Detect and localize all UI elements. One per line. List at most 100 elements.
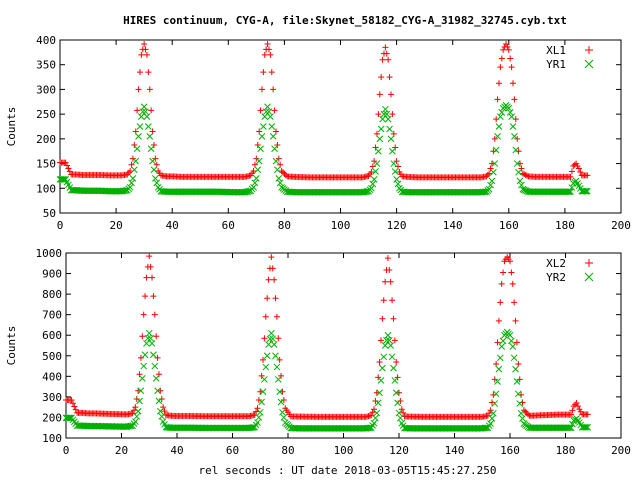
data-point bbox=[483, 173, 490, 180]
data-point bbox=[143, 113, 151, 120]
data-point bbox=[278, 167, 285, 174]
data-point bbox=[264, 295, 271, 302]
y-tick-label: 100 bbox=[36, 182, 56, 195]
data-point bbox=[517, 160, 524, 167]
data-point bbox=[136, 69, 143, 76]
data-point bbox=[484, 171, 491, 178]
data-point bbox=[136, 397, 143, 405]
data-point bbox=[517, 409, 525, 417]
data-point bbox=[263, 352, 271, 360]
y-tick-label: 600 bbox=[42, 329, 62, 342]
data-point bbox=[509, 123, 517, 130]
data-point bbox=[154, 387, 161, 395]
data-point bbox=[391, 337, 398, 344]
y-tick-label: 800 bbox=[42, 288, 62, 301]
data-point bbox=[387, 342, 395, 349]
data-point bbox=[146, 86, 153, 93]
data-point bbox=[382, 105, 389, 113]
data-point bbox=[390, 364, 397, 372]
data-point bbox=[397, 414, 404, 422]
x-tick-label: 120 bbox=[389, 444, 409, 457]
y-tick-label: 150 bbox=[36, 158, 56, 171]
data-point bbox=[373, 160, 381, 167]
data-point bbox=[130, 166, 138, 174]
data-point bbox=[516, 400, 524, 407]
data-point bbox=[513, 339, 520, 346]
data-point bbox=[279, 169, 286, 176]
data-point bbox=[250, 167, 257, 174]
data-point bbox=[275, 335, 282, 342]
data-point bbox=[385, 337, 393, 344]
data-point bbox=[508, 337, 515, 345]
data-point bbox=[158, 413, 166, 420]
data-point bbox=[509, 280, 516, 287]
x-tick-label: 20 bbox=[109, 219, 122, 232]
data-point bbox=[255, 414, 263, 421]
data-point bbox=[137, 354, 144, 361]
data-point bbox=[268, 69, 275, 76]
data-point bbox=[131, 142, 138, 149]
data-point bbox=[281, 170, 288, 177]
data-point bbox=[398, 406, 405, 413]
x-axis-label: rel seconds : UT date 2018-03-05T15:45:2… bbox=[198, 464, 496, 477]
data-point bbox=[486, 170, 493, 177]
legend-label: YR1 bbox=[546, 58, 566, 71]
data-point bbox=[494, 378, 501, 385]
data-point bbox=[129, 410, 136, 417]
data-point bbox=[269, 335, 277, 343]
data-point bbox=[136, 123, 144, 130]
data-point bbox=[511, 299, 518, 306]
data-point bbox=[253, 408, 260, 415]
data-point bbox=[505, 46, 512, 53]
data-point bbox=[511, 133, 518, 140]
data-point bbox=[269, 133, 277, 140]
data-point bbox=[148, 107, 155, 114]
data-point bbox=[254, 166, 262, 174]
data-point bbox=[487, 181, 494, 189]
data-point bbox=[378, 364, 386, 372]
data-point bbox=[518, 165, 525, 172]
data-point bbox=[257, 107, 264, 114]
data-point bbox=[388, 353, 396, 361]
data-point bbox=[130, 407, 137, 414]
y-axis-label: Counts bbox=[5, 107, 18, 147]
data-point bbox=[376, 389, 383, 397]
data-point bbox=[142, 108, 149, 116]
data-point bbox=[511, 96, 518, 103]
y-tick-label: 300 bbox=[42, 391, 62, 404]
data-point bbox=[258, 133, 266, 140]
data-point bbox=[143, 51, 150, 58]
data-point bbox=[267, 51, 274, 58]
data-point bbox=[150, 142, 157, 149]
data-point bbox=[393, 176, 400, 183]
data-point bbox=[492, 146, 500, 154]
data-point bbox=[516, 376, 523, 383]
data-point bbox=[512, 365, 519, 373]
series-YR2 bbox=[62, 328, 592, 432]
data-point bbox=[72, 406, 79, 413]
data-point bbox=[485, 185, 493, 193]
data-point bbox=[518, 181, 525, 189]
data-point bbox=[495, 317, 502, 324]
data-point bbox=[280, 396, 287, 403]
data-point bbox=[507, 258, 513, 265]
plot-frame bbox=[65, 252, 622, 439]
data-point bbox=[391, 377, 399, 384]
y-tick-label: 250 bbox=[36, 108, 56, 121]
y-tick-label: 1000 bbox=[36, 247, 63, 260]
data-point bbox=[384, 331, 392, 339]
data-point bbox=[264, 40, 271, 47]
data-point bbox=[135, 133, 142, 140]
legend-label: XL1 bbox=[546, 44, 566, 57]
x-tick-label: 180 bbox=[555, 219, 575, 232]
data-point bbox=[391, 168, 399, 175]
data-point bbox=[384, 115, 392, 123]
data-point bbox=[151, 311, 158, 318]
data-point bbox=[375, 111, 382, 118]
data-point bbox=[275, 175, 283, 182]
data-point bbox=[513, 160, 521, 167]
data-point bbox=[390, 315, 397, 322]
data-point bbox=[383, 110, 391, 118]
data-point bbox=[138, 375, 146, 382]
data-point bbox=[146, 133, 154, 140]
